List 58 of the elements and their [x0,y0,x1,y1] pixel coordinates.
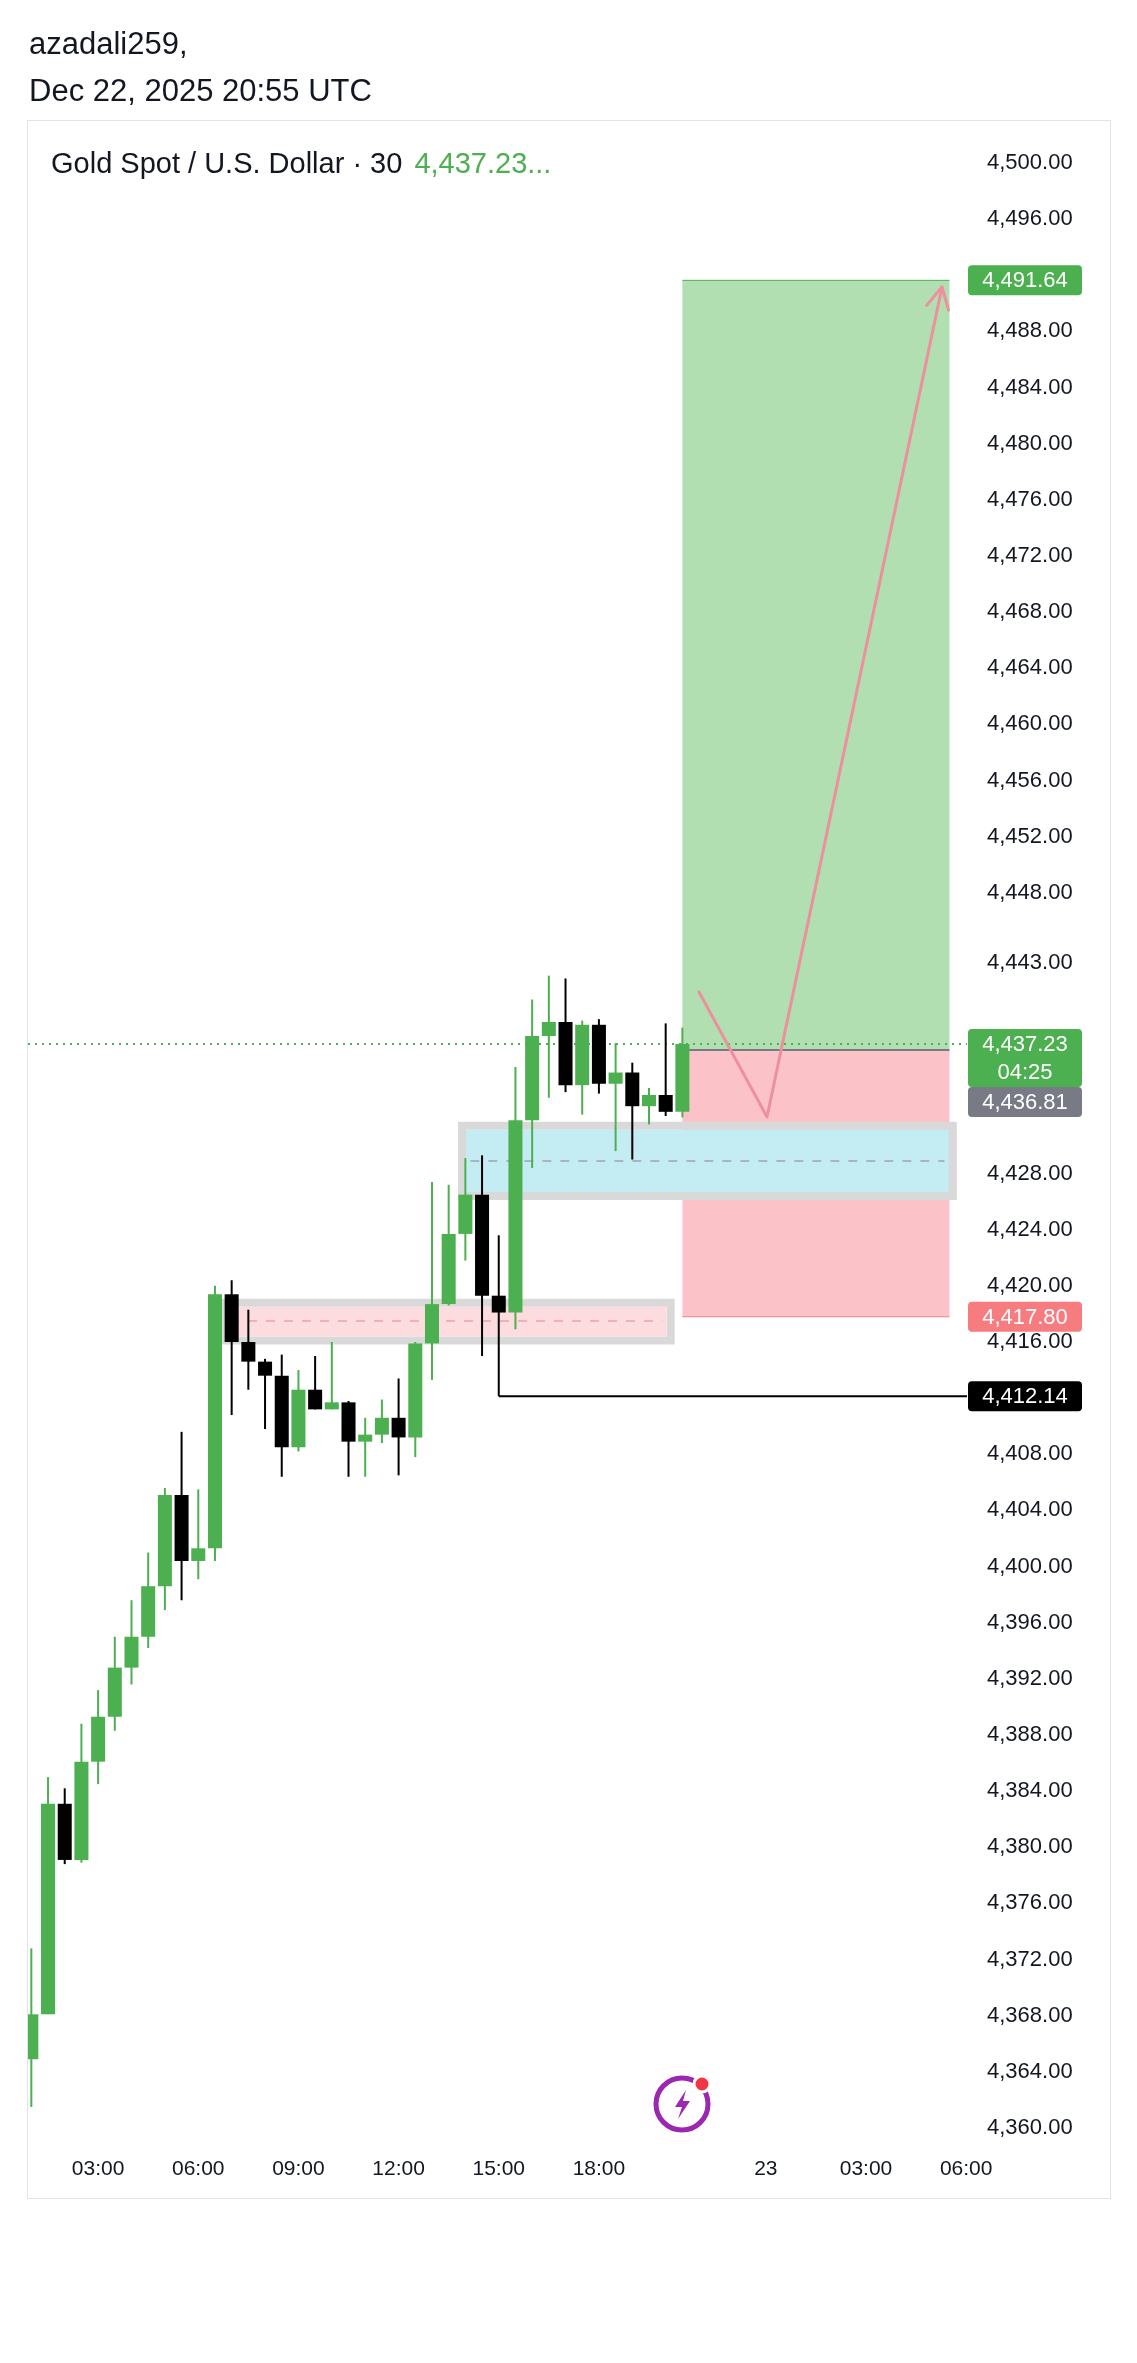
x-tick-label: 23 [754,2156,778,2180]
ref-line-label: 4,491.64 [982,267,1068,293]
y-tick-label: 4,428.00 [987,1159,1073,1185]
x-tick-label: 03:00 [839,2156,893,2180]
y-tick-label: 4,360.00 [987,2114,1073,2140]
y-tick-label: 4,452.00 [987,822,1073,848]
y-tick-label: 4,376.00 [987,1889,1073,1915]
y-tick-label: 4,460.00 [987,710,1073,736]
y-tick-label: 4,380.00 [987,1833,1073,1859]
candlestick [358,1416,373,1478]
x-tick-label: 03:00 [71,2156,125,2180]
y-tick-label: 4,500.00 [987,149,1073,175]
x-tick-label: 18:00 [572,2156,626,2180]
ref-line-label: 4,412.14 [982,1383,1068,1409]
candlestick [308,1355,323,1411]
x-tick-label: 06:00 [171,2156,225,2180]
text: azadali259, Dec 22, 2025 20:55 UTC [29,25,372,110]
y-tick-label: 4,480.00 [987,429,1073,455]
y-tick-label: 4,396.00 [987,1608,1073,1634]
candlestick [374,1398,389,1445]
y-tick-label: 4,484.00 [987,373,1073,399]
candlestick [241,1308,256,1391]
y-tick-label: 4,472.00 [987,542,1073,568]
y-tick-label: 4,456.00 [987,766,1073,792]
x-tick-label: 12:00 [372,2156,425,2180]
y-tick-label: 4,443.00 [987,949,1073,975]
chart-subtitle: 4,437.23... [414,147,552,179]
y-tick-label: 4,416.00 [987,1328,1073,1354]
y-tick-label: 4,388.00 [987,1721,1073,1747]
candlestick [258,1357,273,1431]
y-tick-label: 4,468.00 [987,598,1073,624]
candlestick [191,1488,206,1581]
y-tick-label: 4,364.00 [987,2057,1073,2083]
x-tick-label: 15:00 [472,2156,526,2180]
ref-line-label: 4,417.80 [982,1303,1068,1329]
y-tick-label: 4,448.00 [987,878,1073,904]
x-tick-label: 06:00 [939,2156,993,2180]
y-tick-label: 4,476.00 [987,485,1073,511]
candlestick [641,1086,656,1126]
candlestick [324,1341,339,1411]
chart-title: Gold Spot / U.S. Dollar · 30 [51,147,403,179]
y-tick-label: 4,404.00 [987,1496,1073,1522]
y-tick-label: 4,400.00 [987,1552,1073,1578]
y-tick-label: 4,420.00 [987,1271,1073,1297]
x-tick-label: 09:00 [272,2156,325,2180]
y-tick-label: 4,424.00 [987,1215,1073,1241]
y-tick-label: 4,384.00 [987,1777,1073,1803]
y-tick-label: 4,372.00 [987,1945,1073,1971]
y-tick-label: 4,496.00 [987,205,1073,231]
y-tick-label: 4,488.00 [987,317,1073,343]
y-tick-label: 4,464.00 [987,654,1073,680]
ref-line-label: 4,437.23 04:25 [982,1031,1068,1085]
ref-line-label: 4,436.81 [982,1089,1068,1115]
y-tick-label: 4,408.00 [987,1440,1073,1466]
y-tick-label: 4,392.00 [987,1664,1073,1690]
candlestick [391,1377,406,1477]
candlestick [658,1022,673,1118]
y-tick-label: 4,368.00 [987,2001,1073,2027]
